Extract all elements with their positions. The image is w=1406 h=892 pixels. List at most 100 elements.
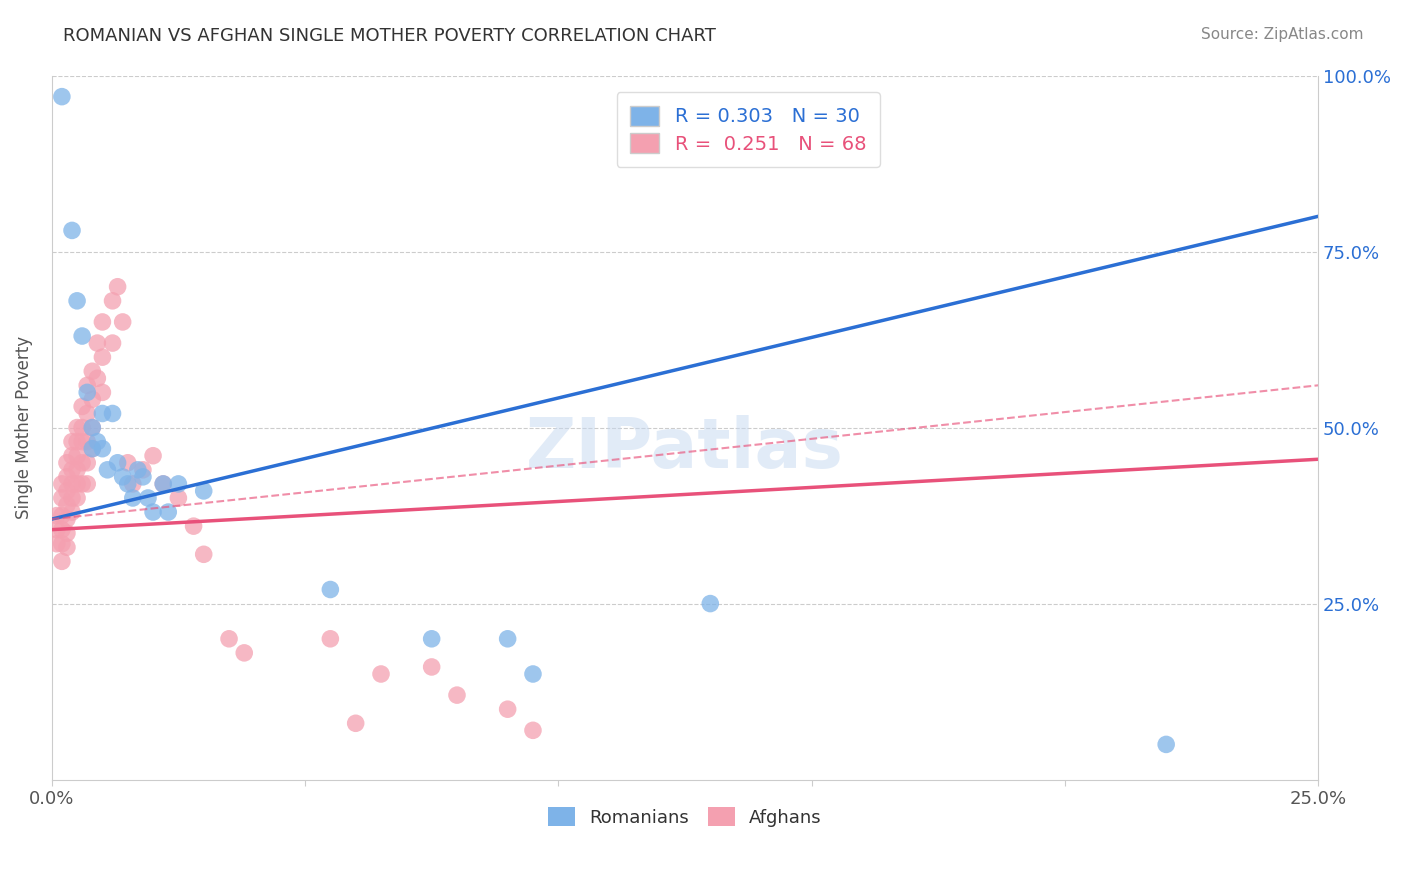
Point [45, 537, 67, 551]
Point [111, 315, 134, 329]
Point [66, 463, 89, 477]
Point [183, 519, 205, 533]
Point [107, 279, 129, 293]
Point [66, 293, 89, 308]
Point [70, 476, 93, 491]
Point [167, 476, 190, 491]
Point [82, 442, 104, 456]
Point [70, 329, 93, 343]
Point [344, 716, 367, 731]
Point [66, 434, 89, 449]
Point [45, 508, 67, 523]
Point [1154, 738, 1177, 752]
Point [51, 523, 73, 537]
Point [76, 378, 98, 392]
Point [91, 385, 114, 400]
Point [51, 89, 73, 103]
Point [91, 407, 114, 421]
Point [91, 350, 114, 364]
Point [51, 554, 73, 568]
Point [70, 434, 93, 449]
Point [60, 476, 83, 491]
Point [319, 632, 342, 646]
Point [167, 491, 190, 505]
Point [522, 723, 544, 738]
Point [420, 660, 443, 674]
Point [101, 293, 124, 308]
Point [107, 456, 129, 470]
Point [127, 463, 149, 477]
Text: Source: ZipAtlas.com: Source: ZipAtlas.com [1201, 27, 1364, 42]
Point [76, 434, 98, 449]
Point [82, 420, 104, 434]
Point [70, 420, 93, 434]
Point [56, 526, 79, 541]
Point [496, 702, 519, 716]
Point [66, 491, 89, 505]
Point [101, 336, 124, 351]
Point [86, 336, 108, 351]
Point [233, 646, 256, 660]
Point [91, 315, 114, 329]
Point [111, 470, 134, 484]
Point [96, 463, 118, 477]
Point [60, 434, 83, 449]
Point [76, 385, 98, 400]
Point [66, 476, 89, 491]
Point [101, 407, 124, 421]
Point [152, 476, 174, 491]
Point [370, 667, 392, 681]
Point [56, 456, 79, 470]
Text: ROMANIAN VS AFGHAN SINGLE MOTHER POVERTY CORRELATION CHART: ROMANIAN VS AFGHAN SINGLE MOTHER POVERTY… [63, 27, 716, 45]
Point [70, 456, 93, 470]
Point [76, 476, 98, 491]
Point [142, 449, 165, 463]
Point [193, 483, 215, 498]
Point [319, 582, 342, 597]
Point [157, 505, 180, 519]
Point [56, 541, 79, 555]
Point [446, 688, 468, 702]
Point [51, 537, 73, 551]
Point [76, 456, 98, 470]
Point [218, 632, 240, 646]
Point [60, 505, 83, 519]
Point [66, 449, 89, 463]
Point [117, 476, 139, 491]
Point [70, 400, 93, 414]
Point [121, 491, 143, 505]
Point [82, 420, 104, 434]
Point [60, 463, 83, 477]
Text: ZIPatlas: ZIPatlas [526, 415, 844, 483]
Point [699, 597, 721, 611]
Point [76, 407, 98, 421]
Point [56, 470, 79, 484]
Point [45, 523, 67, 537]
Point [136, 491, 159, 505]
Point [86, 371, 108, 385]
Point [56, 483, 79, 498]
Point [117, 456, 139, 470]
Point [91, 442, 114, 456]
Point [132, 463, 155, 477]
Point [51, 508, 73, 523]
Point [51, 491, 73, 505]
Point [82, 364, 104, 378]
Point [121, 476, 143, 491]
Point [60, 223, 83, 237]
Point [82, 392, 104, 407]
Point [60, 449, 83, 463]
Point [132, 470, 155, 484]
Point [420, 632, 443, 646]
Point [193, 547, 215, 561]
Point [56, 512, 79, 526]
Point [522, 667, 544, 681]
Point [86, 434, 108, 449]
Legend: Romanians, Afghans: Romanians, Afghans [541, 800, 830, 834]
Point [82, 442, 104, 456]
Point [496, 632, 519, 646]
Point [66, 420, 89, 434]
Point [51, 476, 73, 491]
Point [142, 505, 165, 519]
Point [60, 491, 83, 505]
